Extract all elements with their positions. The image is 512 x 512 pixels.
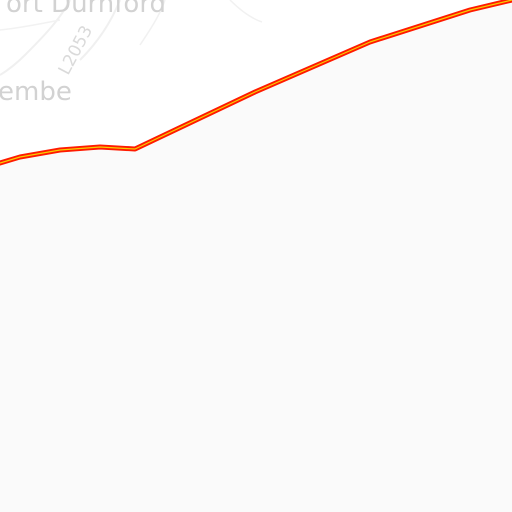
- minor-road: [0, 19, 61, 31]
- minor-road: [79, 0, 121, 61]
- built-up-area: [0, 0, 512, 165]
- minor-road: [229, 0, 263, 23]
- main-road-fill: [0, 0, 512, 164]
- minor-road: [0, 0, 71, 76]
- minor-road: [139, 0, 166, 46]
- place-label-left: embe: [0, 77, 72, 107]
- place-label-top: ort Durnford: [6, 0, 166, 19]
